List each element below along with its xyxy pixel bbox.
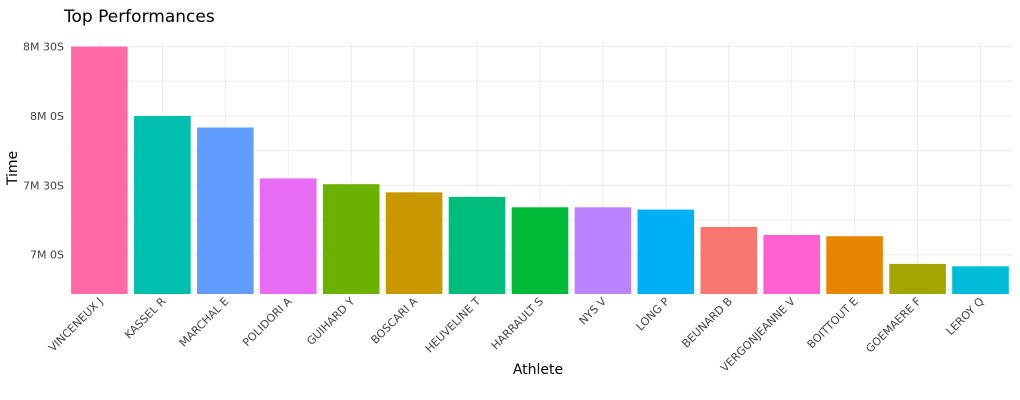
x-tick-label: BEUNARD B [679,295,734,350]
x-tick-label: LEROY Q [944,295,987,338]
bar-nys-v [574,207,632,294]
bar-long-p [637,209,695,294]
chart-title: Top Performances [63,7,215,27]
bar-vergonjeanne-v [763,235,820,294]
x-tick-label: VINCENEUX J [46,295,105,354]
bar-leroy-q [952,266,1009,294]
y-axis-ticks: 7M 0S 7M 30S 8M 0S 8M 30S [23,41,64,262]
x-tick-label: BOSCARI A [369,295,421,347]
bar-polidori-a [259,178,317,294]
x-tick-label: POLIDORI A [240,295,295,350]
x-tick-label: GUIHARD Y [304,295,357,348]
bar-boscari-a [385,192,443,294]
x-axis-title: Athlete [513,362,563,378]
bar-guihard-y [322,184,380,294]
y-tick-label: 8M 0S [30,110,64,123]
bar-harrault-s [511,207,569,294]
x-tick-label: BOITTOUT E [805,295,861,351]
y-axis-title: Time [5,151,21,186]
bar-goemaere-f [889,263,946,294]
x-tick-label: NYS V [577,295,610,328]
bar-boittout-e [826,236,883,294]
bars [71,46,1009,294]
bar-kassel-r [134,116,191,294]
y-tick-label: 7M 0S [30,249,64,262]
x-tick-label: LONG P [634,295,673,334]
y-tick-label: 7M 30S [23,179,64,192]
x-tick-label: HEUVELINE T [423,295,484,356]
x-tick-label: HARRAULT S [489,295,546,352]
x-tick-label: GOEMAERE F [863,295,923,355]
bar-beunard-b [700,227,758,294]
bar-vinceneux-j [71,46,128,294]
y-tick-label: 8M 30S [23,41,64,54]
x-tick-label: KASSEL R [122,295,169,342]
bar-marchal-e [197,127,254,294]
bar-heuveline-t [448,196,506,294]
x-tick-label: MARCHAL E [177,295,232,350]
